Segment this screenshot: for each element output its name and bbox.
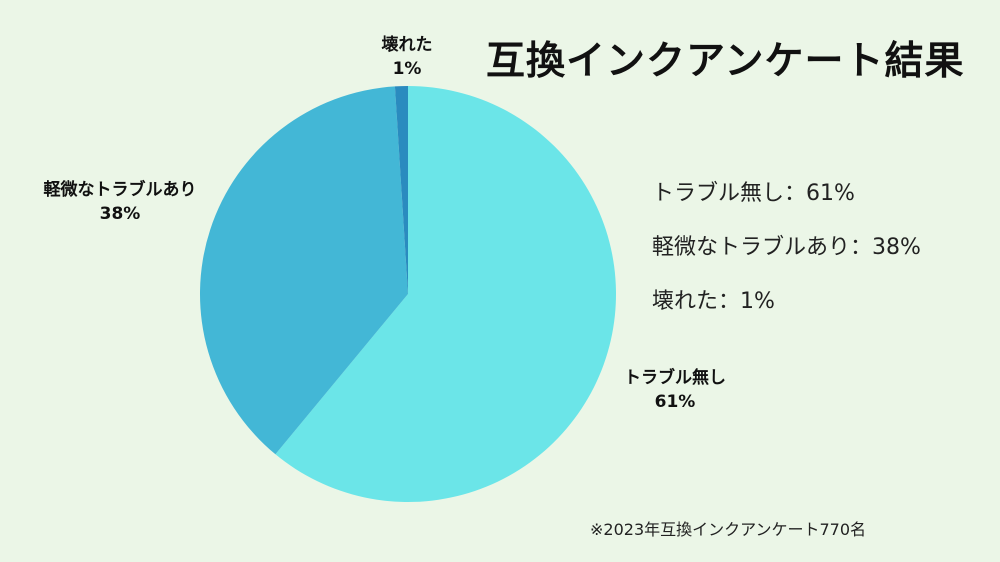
- slice-label-minor-trouble-name: 軽微なトラブルあり: [43, 180, 197, 200]
- pie-slices: [200, 86, 617, 502]
- slice-label-no-trouble-name: トラブル無し: [624, 368, 726, 388]
- legend-item-minor-trouble: 軽微なトラブルあり：38%: [652, 235, 921, 260]
- legend: トラブル無し：61% 軽微なトラブルあり：38% 壊れた：1%: [652, 178, 921, 340]
- footnote: ※2023年互換インクアンケート770名: [590, 520, 867, 539]
- pie-slice-no-trouble: [275, 86, 617, 502]
- chart-title: 互換インクアンケート結果: [486, 39, 965, 84]
- slice-label-no-trouble: トラブル無し 61%: [600, 366, 750, 414]
- slice-label-broken: 壊れた 1%: [352, 33, 462, 81]
- pie-slice-minor-trouble: [200, 86, 408, 455]
- legend-item-broken: 壊れた：1%: [652, 289, 775, 314]
- slice-label-minor-trouble-pct: 38%: [99, 204, 141, 224]
- pie-slice-broken: [394, 86, 408, 294]
- legend-item-no-trouble: トラブル無し：61%: [652, 181, 855, 206]
- slice-label-broken-name: 壊れた: [381, 35, 433, 55]
- slice-label-broken-pct: 1%: [392, 59, 422, 79]
- slice-label-minor-trouble: 軽微なトラブルあり 38%: [20, 178, 220, 226]
- slice-label-no-trouble-pct: 61%: [654, 392, 696, 412]
